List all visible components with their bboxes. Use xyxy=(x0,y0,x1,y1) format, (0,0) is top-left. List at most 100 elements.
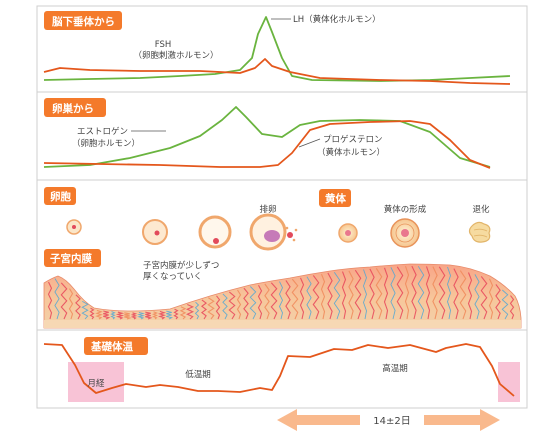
ovary-tag: 卵巣から xyxy=(44,98,106,117)
svg-text:卵巣から: 卵巣から xyxy=(52,102,94,115)
endometrial-gland xyxy=(404,266,410,320)
endometrial-gland xyxy=(327,272,333,320)
endometrial-gland xyxy=(243,287,249,320)
endometrial-gland xyxy=(47,281,53,320)
endometrial-gland xyxy=(411,265,417,320)
endometrial-gland xyxy=(495,284,501,320)
endometrial-gland xyxy=(137,311,145,320)
follicle-stage-3 xyxy=(198,215,232,249)
endometrial-gland xyxy=(299,277,305,320)
pituitary-tag: 脳下垂体から xyxy=(44,11,122,30)
endometrial-gland xyxy=(396,266,404,320)
menstruation-period-right xyxy=(498,362,520,402)
endometrial-gland xyxy=(207,297,215,320)
endometrial-gland xyxy=(291,278,299,320)
endometrial-gland xyxy=(166,310,174,320)
fsh-label-sub: （卵胞刺激ホルモン） xyxy=(133,50,218,61)
estrogen-curve xyxy=(43,106,491,168)
ovary-panel: 卵巣から エストロゲン （卵胞ホルモン） プロゲステロン （黄体ホルモン） xyxy=(36,91,528,181)
endometrial-gland xyxy=(279,281,283,320)
endometrial-gland xyxy=(264,283,270,320)
progesterone-curve xyxy=(43,120,491,169)
fsh-curve xyxy=(43,58,511,85)
endometrial-gland xyxy=(425,266,431,320)
endometrial-gland xyxy=(501,289,509,320)
estrogen-label-sub: （卵胞ホルモン） xyxy=(72,138,140,149)
endometrial-gland xyxy=(145,311,153,320)
endometrial-gland xyxy=(438,266,446,320)
endometrium-base xyxy=(44,320,521,328)
corpus-luteum-tag: 黄体 xyxy=(319,189,351,207)
endometrium-note: 子宮内膜が少しずつ xyxy=(143,260,219,271)
endometrial-gland xyxy=(157,310,167,320)
endometrial-gland xyxy=(474,274,480,320)
endometrial-gland xyxy=(173,308,179,320)
endometrial-gland xyxy=(453,268,459,320)
endometrial-gland xyxy=(509,295,515,320)
endometrial-gland xyxy=(115,311,125,320)
endometrial-gland xyxy=(447,266,451,320)
endometrial-gland xyxy=(110,311,116,320)
corpus-formation-label: 黄体の形成 xyxy=(384,204,427,215)
endometrial-gland xyxy=(81,301,89,320)
corpus-luteum-formed xyxy=(390,218,420,248)
endometrial-gland xyxy=(54,278,60,320)
endometrial-gland xyxy=(152,311,158,320)
endometrial-gland xyxy=(467,272,473,320)
svg-text:基礎体温: 基礎体温 xyxy=(90,340,133,353)
endometrial-gland xyxy=(257,285,263,320)
bbt-panel: 基礎体温 月経 低温期 高温期 xyxy=(36,329,528,409)
cycle-arrow-label: 14±2日 xyxy=(373,416,410,427)
endometrial-gland xyxy=(369,268,375,320)
endometrial-gland xyxy=(130,312,138,320)
corpus-albicans xyxy=(468,221,491,243)
low-temp-phase-label: 低温期 xyxy=(185,369,211,380)
endometrial-gland xyxy=(185,303,195,320)
endometrial-gland xyxy=(390,267,396,320)
bbt-curve xyxy=(43,343,515,397)
endometrial-gland xyxy=(75,294,81,320)
endometrial-gland xyxy=(228,291,236,320)
svg-text:黄体: 黄体 xyxy=(325,192,346,205)
endometrial-gland xyxy=(89,307,95,320)
corpus-luteum-early xyxy=(338,223,358,243)
endometrial-gland xyxy=(333,272,341,320)
endometrial-gland xyxy=(124,312,132,320)
svg-text:子宮内膜: 子宮内膜 xyxy=(50,252,92,265)
endometrial-gland xyxy=(363,269,367,320)
ovulating-follicle xyxy=(249,213,298,251)
bbt-tag: 基礎体温 xyxy=(84,337,148,355)
follicle-stage-2 xyxy=(142,219,168,245)
endometrial-gland xyxy=(270,282,278,320)
regression-label: 退化 xyxy=(472,204,490,215)
estrogen-label: エストロゲン xyxy=(77,126,128,137)
endometrial-gland xyxy=(375,268,383,320)
endometrial-gland xyxy=(320,273,326,320)
endometrial-gland xyxy=(285,280,291,320)
endometrial-gland xyxy=(306,276,312,320)
endometrial-gland xyxy=(348,270,354,320)
endometrial-gland xyxy=(236,289,242,320)
fsh-label: FSH xyxy=(155,40,172,50)
endometrial-gland xyxy=(383,267,389,320)
endometrial-glands xyxy=(47,265,515,320)
svg-text:脳下垂体から: 脳下垂体から xyxy=(52,15,115,28)
follicle-endometrium-panel: 卵胞 黄体 排卵 xyxy=(36,179,528,331)
endometrial-gland xyxy=(179,306,187,320)
cycle-arrow: 14±2日 xyxy=(277,409,500,431)
endometrium-note-sub: 厚くなっていく xyxy=(143,272,202,282)
endometrial-gland xyxy=(215,295,221,320)
progesterone-label: プロゲステロン xyxy=(323,134,383,145)
endometrial-gland xyxy=(341,271,347,320)
endometrial-gland xyxy=(480,276,488,320)
endometrium-tag: 子宮内膜 xyxy=(44,249,101,267)
endometrial-gland xyxy=(200,299,208,320)
endometrial-gland xyxy=(68,288,74,320)
svg-text:卵胞: 卵胞 xyxy=(50,190,71,203)
endometrial-gland xyxy=(103,310,111,320)
endometrial-gland xyxy=(459,270,467,320)
endometrial-gland xyxy=(222,293,228,320)
endometrial-gland xyxy=(417,266,425,320)
endometrial-gland xyxy=(95,309,103,320)
